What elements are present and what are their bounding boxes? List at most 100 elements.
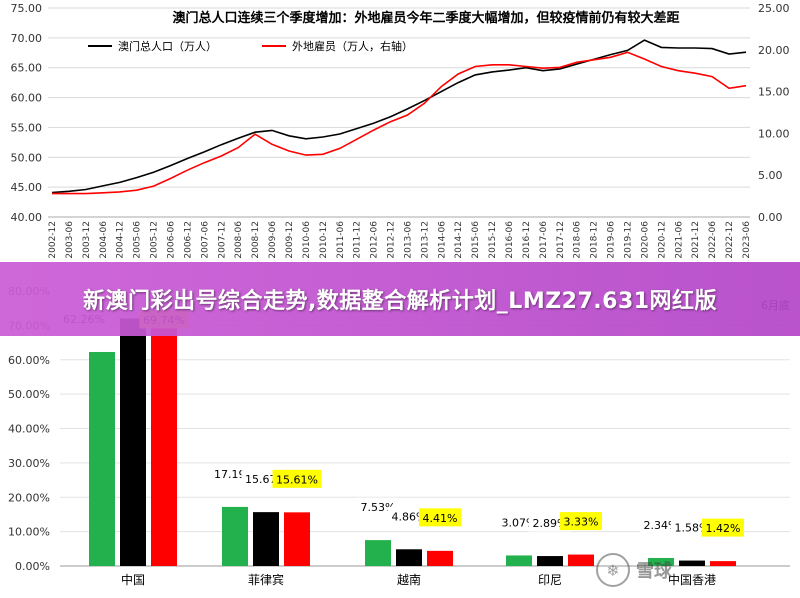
x-tick-label: 2008-12: [251, 221, 261, 259]
x-tick-label: 2003-12: [82, 221, 92, 259]
bar: [396, 549, 422, 566]
x-tick-label: 2005-06: [133, 221, 143, 259]
x-tick-label: 2007-06: [200, 221, 210, 259]
x-tick-label: 2021-12: [691, 221, 701, 259]
x-tick-label: 2014-12: [454, 221, 464, 259]
x-tick-label: 2009-12: [285, 221, 295, 259]
series-line-foreign-workers: [52, 51, 747, 195]
x-tick-label: 2008-06: [234, 221, 244, 259]
category-label: 中国香港: [668, 572, 716, 587]
left-tick-label: 70.00: [11, 32, 43, 45]
watermark: ❄ 雪球: [596, 548, 796, 592]
x-tick-label: 2010-06: [302, 221, 312, 259]
category-label: 印尼: [538, 573, 562, 587]
x-tick-label: 2018-06: [573, 221, 583, 259]
x-tick-label: 2007-12: [217, 221, 227, 259]
x-tick-label: 2012-12: [387, 221, 397, 259]
data-label-box: [560, 512, 602, 531]
data-label: 2.89%: [533, 517, 568, 530]
y-tick-label: 40.00%: [8, 423, 50, 436]
data-label: 1.42%: [706, 522, 741, 535]
data-label: 4.86%: [392, 510, 427, 523]
right-tick-label: 20.00: [758, 44, 790, 57]
x-tick-label: 2011-06: [336, 221, 346, 259]
x-tick-label: 2016-06: [505, 221, 515, 259]
x-tick-label: 2013-12: [420, 221, 430, 259]
x-tick-label: 2014-06: [437, 221, 447, 259]
y-tick-label: 20.00%: [8, 491, 50, 504]
left-tick-label: 55.00: [11, 121, 43, 134]
x-tick-label: 2023-06: [742, 221, 752, 259]
bar: [427, 550, 453, 566]
bar: [537, 556, 563, 566]
left-tick-label: 65.00: [11, 62, 43, 75]
x-tick-label: 2018-12: [590, 221, 600, 259]
bar: [151, 326, 177, 566]
right-tick-label: 15.00: [758, 86, 790, 99]
bar: [253, 512, 279, 566]
data-label: 15.61%: [276, 473, 318, 486]
y-tick-label: 10.00%: [8, 526, 50, 539]
bar-chart: 0.00% 10.00% 20.00% 30.00% 40.00% 50.00% 60.00…: [8, 285, 790, 587]
promo-banner[interactable]: 新澳门彩出号综合走势,数据整合解析计划_LMZ27.631网红版: [0, 262, 800, 336]
right-tick-label: 0.00: [758, 211, 783, 224]
category-label: 中国: [121, 572, 145, 587]
x-tick-label: 2019-12: [624, 221, 634, 259]
line-chart: 40.00 45.00 50.00 55.00 60.00 65.00 70.00 75.00…: [11, 2, 790, 259]
bar: [284, 512, 310, 566]
bar: [506, 555, 532, 566]
y-tick-label: 50.00%: [8, 388, 50, 401]
data-label: 3.07%: [502, 516, 537, 529]
x-tick-label: 2010-12: [319, 221, 329, 259]
x-tick-label: 2009-06: [268, 221, 278, 259]
left-tick-label: 40.00: [11, 211, 43, 224]
legend-label: 外地雇员（万人，右轴）: [292, 39, 413, 53]
left-tick-label: 45.00: [11, 181, 43, 194]
x-tick-label: 2006-06: [166, 221, 176, 259]
y-tick-label: 0.00%: [15, 560, 50, 573]
x-tick-label: 2002-12: [48, 221, 58, 259]
bar: [568, 554, 594, 566]
snowball-logo-icon: ❄: [596, 553, 630, 587]
right-tick-label: 10.00: [758, 127, 790, 140]
data-label: 2.34%: [644, 519, 679, 532]
x-tick-label: 2022-06: [708, 221, 718, 259]
x-tick-label: 2021-06: [674, 221, 684, 259]
x-tick-label: 2017-12: [556, 221, 566, 259]
category-label: 越南: [397, 572, 421, 587]
x-tick-label: 2015-12: [488, 221, 498, 259]
x-tick-label: 2015-06: [471, 221, 481, 259]
x-tick-label: 2013-06: [403, 221, 413, 259]
bar: [89, 351, 115, 566]
x-tick-label: 2022-12: [725, 221, 735, 259]
data-label-box: [702, 518, 744, 537]
data-label-box: [272, 469, 322, 488]
watermark-text: 雪球: [636, 561, 672, 582]
bar: [222, 506, 248, 566]
data-label: 7.53%: [361, 501, 396, 514]
x-tick-label: 2005-12: [150, 221, 160, 259]
data-label: 1.58%: [675, 522, 710, 535]
bar: [710, 561, 736, 566]
bar: [679, 560, 705, 566]
data-label: 3.33%: [564, 516, 599, 529]
y-tick-label: 30.00%: [8, 457, 50, 470]
x-tick-label: 2004-06: [99, 221, 109, 259]
right-tick-label: 5.00: [758, 169, 783, 182]
right-tick-label: 25.00: [758, 2, 790, 15]
x-tick-label: 2011-12: [353, 221, 363, 259]
x-tick-label: 2017-06: [539, 221, 549, 259]
bar: [365, 540, 391, 566]
data-label-box: [419, 508, 461, 527]
x-tick-label: 2006-12: [183, 221, 193, 259]
x-tick-label: 2004-12: [116, 221, 126, 259]
left-tick-label: 50.00: [11, 151, 43, 164]
data-label: 4.41%: [423, 512, 458, 525]
bar: [120, 318, 146, 566]
x-tick-label: 2020-12: [657, 221, 667, 259]
x-tick-label: 2020-06: [640, 221, 650, 259]
legend-label: 澳门总人口（万人）: [118, 39, 217, 53]
bar: [648, 557, 674, 566]
banner-text: 新澳门彩出号综合走势,数据整合解析计划_LMZ27.631网红版: [82, 289, 718, 314]
